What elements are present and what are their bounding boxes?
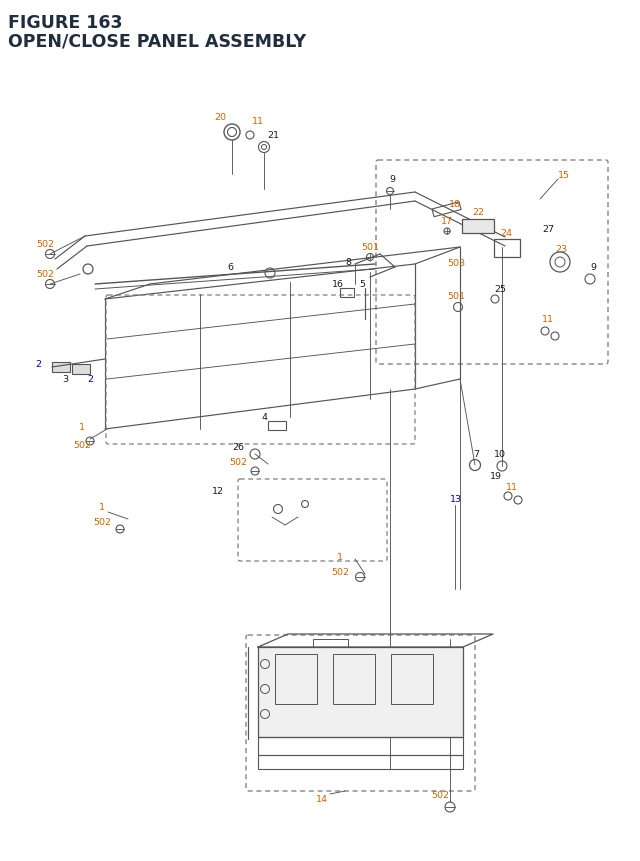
Text: 2: 2	[35, 360, 41, 369]
Text: 11: 11	[252, 116, 264, 126]
Text: 24: 24	[500, 229, 512, 238]
Text: 19: 19	[490, 472, 502, 481]
Text: 502: 502	[73, 441, 91, 450]
Text: OPEN/CLOSE PANEL ASSEMBLY: OPEN/CLOSE PANEL ASSEMBLY	[8, 33, 306, 51]
Text: 8: 8	[345, 258, 351, 267]
Text: 1: 1	[337, 553, 343, 562]
Text: 502: 502	[36, 240, 54, 249]
Text: 4: 4	[262, 413, 268, 422]
Text: 15: 15	[558, 170, 570, 179]
Text: FIGURE 163: FIGURE 163	[8, 14, 122, 32]
Bar	[258, 755, 463, 769]
Text: 9: 9	[389, 176, 395, 184]
Text: 502: 502	[331, 568, 349, 577]
Bar	[258, 737, 463, 755]
Text: 12: 12	[212, 487, 224, 496]
Text: 20: 20	[214, 114, 226, 122]
Bar	[258, 647, 463, 737]
Text: 21: 21	[267, 132, 279, 140]
Text: 9: 9	[590, 263, 596, 272]
Bar	[72, 364, 90, 375]
Text: 18: 18	[449, 201, 461, 209]
Bar	[340, 288, 354, 298]
Text: 1: 1	[99, 503, 105, 512]
Text: 2: 2	[87, 375, 93, 384]
Text: 501: 501	[447, 292, 465, 301]
Text: 5: 5	[359, 280, 365, 289]
Text: 502: 502	[36, 270, 54, 279]
Bar	[333, 654, 375, 704]
Text: 503: 503	[447, 259, 465, 268]
Bar	[494, 239, 520, 257]
Text: 501: 501	[361, 243, 379, 252]
Text: 6: 6	[227, 263, 233, 272]
Bar	[391, 654, 433, 704]
Text: 26: 26	[232, 443, 244, 452]
Text: 502: 502	[93, 518, 111, 527]
Bar	[268, 422, 286, 430]
Text: 22: 22	[472, 208, 484, 217]
Text: 502: 502	[229, 458, 247, 467]
Bar	[313, 639, 348, 647]
Bar	[462, 220, 494, 233]
Text: 10: 10	[494, 450, 506, 459]
Bar	[275, 654, 317, 704]
Bar	[52, 362, 70, 373]
Bar	[432, 202, 461, 218]
Text: 14: 14	[316, 795, 328, 803]
Text: 23: 23	[555, 245, 567, 254]
Text: 17: 17	[441, 217, 453, 226]
Text: 502: 502	[431, 790, 449, 800]
Text: 13: 13	[450, 495, 462, 504]
Text: 1: 1	[79, 423, 85, 432]
Text: 7: 7	[473, 450, 479, 459]
Text: 11: 11	[542, 315, 554, 324]
Text: 3: 3	[62, 375, 68, 384]
Text: 16: 16	[332, 280, 344, 289]
Text: 11: 11	[506, 483, 518, 492]
Text: 27: 27	[542, 226, 554, 234]
Text: 25: 25	[494, 285, 506, 294]
